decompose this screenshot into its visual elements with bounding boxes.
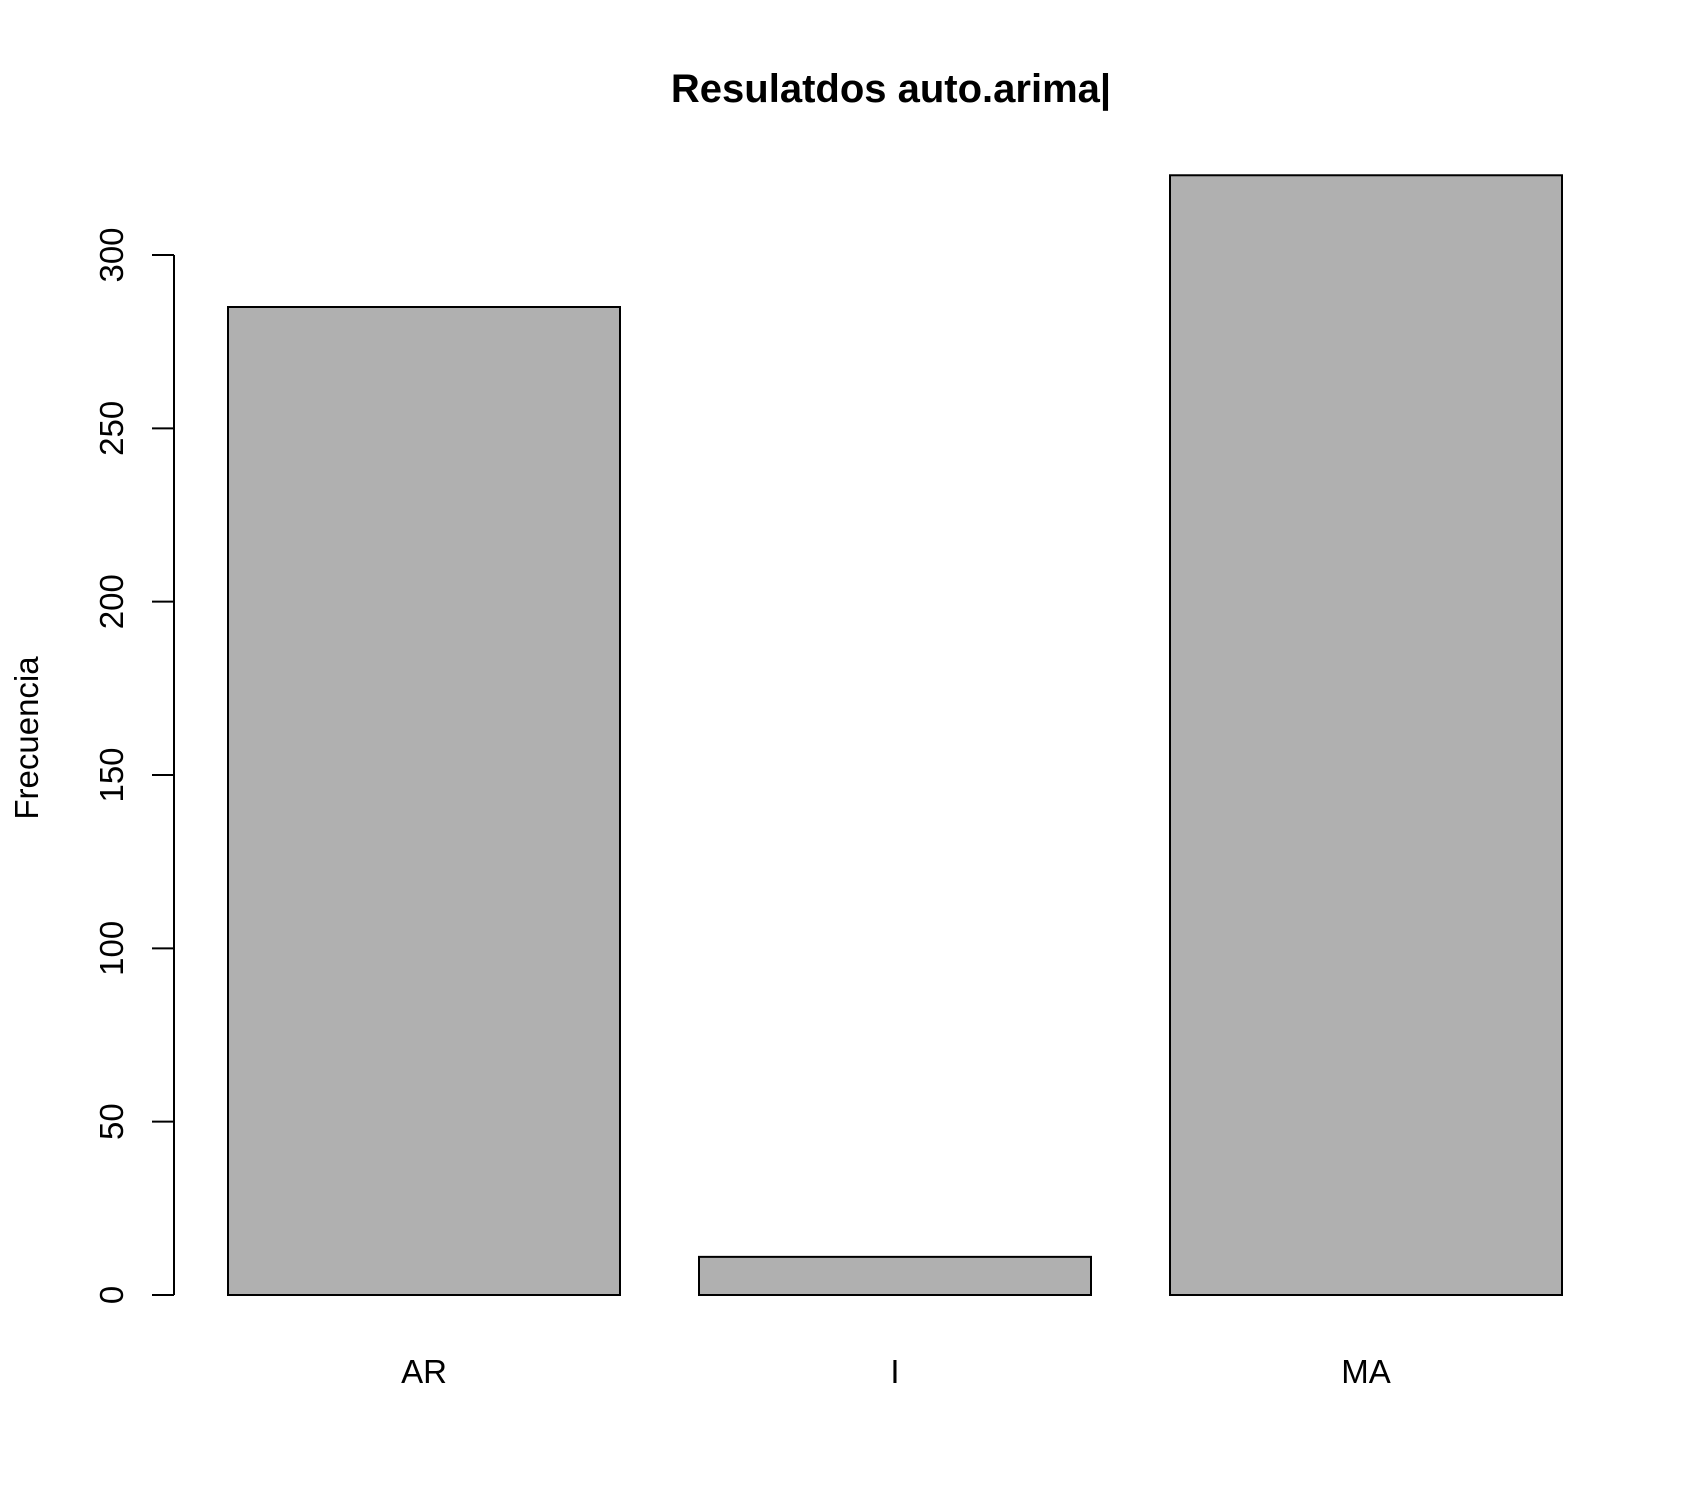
y-tick-label: 150	[93, 747, 130, 802]
y-axis-label: Frecuencia	[8, 656, 45, 820]
y-tick-label: 0	[93, 1286, 130, 1304]
x-axis-labels: AR I MA	[401, 1353, 1391, 1390]
bars-group	[227, 174, 1563, 1297]
chart-title: Resulatdos auto.arima|	[671, 67, 1111, 111]
bar-ar	[227, 306, 621, 1296]
bar-i	[698, 1255, 1092, 1297]
x-tick-label-ar: AR	[401, 1353, 447, 1390]
y-tick-label: 200	[93, 574, 130, 629]
y-tick-label: 50	[93, 1103, 130, 1140]
bar-ma	[1169, 174, 1563, 1296]
x-tick-label-ma: MA	[1341, 1353, 1391, 1390]
y-tick-label: 250	[93, 401, 130, 456]
y-tick-label: 300	[93, 227, 130, 282]
y-axis: 0 50 100 150 200 250 300	[93, 227, 175, 1304]
y-tick-label: 100	[93, 921, 130, 976]
x-tick-label-i: I	[890, 1353, 899, 1390]
